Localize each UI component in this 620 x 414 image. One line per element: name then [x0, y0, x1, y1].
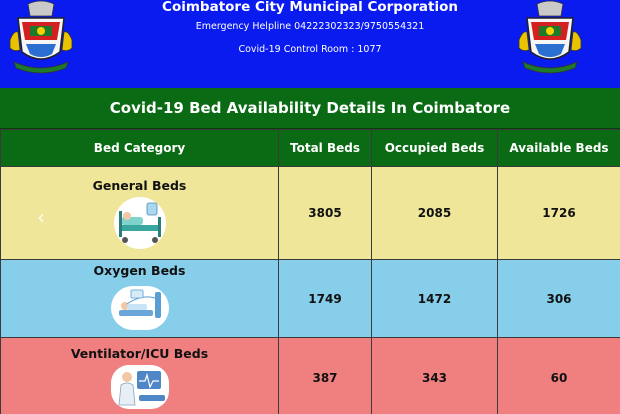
icu-doctor-icon	[110, 365, 169, 409]
column-header-bed-category: Bed Category	[0, 129, 279, 167]
available-beds-cell: 306	[497, 259, 620, 338]
bed-category-cell: Ventilator/ICU Beds	[0, 337, 279, 414]
page-subtitle: Covid-19 Bed Availability Details In Coi…	[0, 88, 620, 129]
table-row-ventilator-icu-beds: Ventilator/ICU Beds 387 343 60	[0, 337, 620, 414]
corporation-emblem-icon	[9, 0, 73, 74]
site-header: Coimbatore City Municipal Corporation Em…	[0, 0, 620, 88]
table-row-general-beds: General Beds 3805 2085 1726	[0, 166, 620, 260]
bed-category-label: Oxygen Beds	[93, 263, 186, 278]
available-beds-cell: 60	[497, 337, 620, 414]
hospital-bed-icon	[113, 196, 166, 249]
table-row-oxygen-beds: Oxygen Beds 1749 1472 306	[0, 259, 620, 338]
occupied-beds-cell: 343	[371, 337, 498, 414]
emergency-helpline: Emergency Helpline 04222302323/975055432…	[195, 21, 425, 32]
column-header-occupied-beds: Occupied Beds	[371, 129, 498, 167]
column-header-total-beds: Total Beds	[278, 129, 372, 167]
occupied-beds-cell: 2085	[371, 166, 498, 260]
total-beds-cell: 1749	[278, 259, 372, 338]
control-room-number: Covid-19 Control Room : 1077	[238, 44, 382, 55]
bed-availability-table: Bed Category Total Beds Occupied Beds Av…	[0, 129, 620, 414]
bed-category-label: General Beds	[92, 177, 187, 193]
corporation-emblem-icon	[518, 0, 582, 74]
available-beds-cell: 1726	[497, 166, 620, 260]
header-title: Coimbatore City Municipal Corporation	[162, 0, 458, 15]
column-header-available-beds: Available Beds	[497, 129, 620, 167]
oxygen-patient-icon	[110, 286, 169, 330]
table-header-row: Bed Category Total Beds Occupied Beds Av…	[0, 129, 620, 167]
bed-category-label: Ventilator/ICU Beds	[70, 346, 209, 361]
total-beds-cell: 387	[278, 337, 372, 414]
chevron-left-icon[interactable]: ‹	[37, 205, 45, 229]
bed-category-cell: Oxygen Beds	[0, 259, 279, 338]
total-beds-cell: 3805	[278, 166, 372, 260]
occupied-beds-cell: 1472	[371, 259, 498, 338]
bed-category-cell: General Beds	[0, 166, 279, 260]
